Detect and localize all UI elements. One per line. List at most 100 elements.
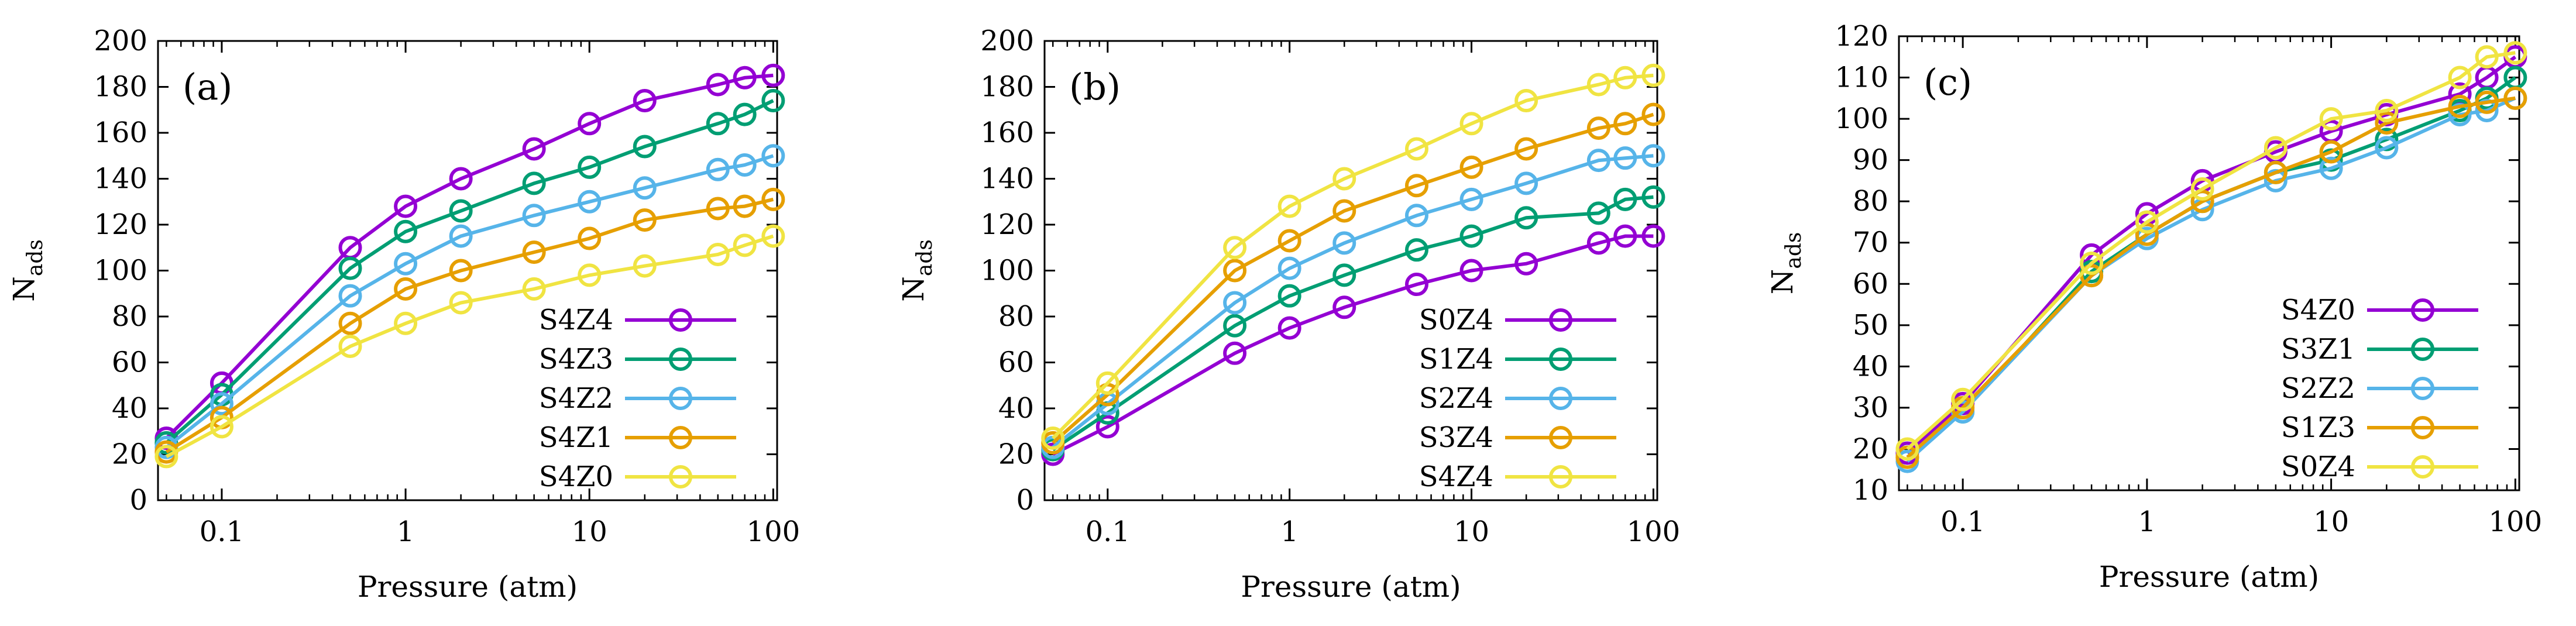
- data-point: [522, 240, 546, 264]
- data-point: [2503, 41, 2527, 65]
- legend-label: S0Z4: [2281, 450, 2355, 483]
- data-point: [2319, 140, 2343, 164]
- legend-marker: [2411, 338, 2434, 361]
- data-point: [633, 208, 657, 232]
- data-point: [2319, 107, 2343, 131]
- data-point: [2448, 66, 2472, 90]
- data-point: [1332, 263, 1356, 287]
- series-line: [1052, 195, 1654, 452]
- y-tick-label: 100: [94, 254, 147, 287]
- panel-label: (a): [183, 66, 232, 108]
- legend-label: S2Z4: [1419, 382, 1493, 415]
- y-tick-label: 120: [980, 208, 1034, 241]
- y-axis-title: Nads: [7, 239, 47, 302]
- y-tick-label: 100: [980, 254, 1034, 287]
- data-point: [2264, 160, 2288, 184]
- y-tick-label: 20: [1853, 432, 1888, 465]
- y-tick-label: 0: [129, 484, 147, 517]
- y-tick-label: 160: [980, 116, 1034, 149]
- y-tick-label: 20: [112, 438, 147, 471]
- data-point: [706, 112, 730, 136]
- legend-label: S4Z4: [1419, 460, 1493, 493]
- data-point: [1332, 199, 1356, 223]
- data-point: [1514, 171, 1538, 195]
- x-tick-label: 0.1: [200, 515, 244, 548]
- data-point: [633, 135, 657, 159]
- x-axis-title: Pressure (atm): [1241, 570, 1461, 604]
- legend-label: S4Z4: [539, 304, 613, 336]
- data-point: [1277, 229, 1301, 253]
- legend-marker: [2411, 377, 2434, 400]
- data-point: [761, 63, 785, 87]
- y-tick-label: 90: [1853, 144, 1888, 177]
- data-point: [1404, 204, 1428, 228]
- legend-label: S2Z2: [2281, 372, 2355, 405]
- legend-entry-S4Z4: S4Z4: [1419, 460, 1616, 493]
- x-tick-label: 0.1: [1940, 505, 1985, 538]
- data-point: [2375, 136, 2399, 160]
- data-point: [1586, 231, 1610, 255]
- data-point: [338, 311, 362, 335]
- data-point: [2475, 45, 2499, 69]
- legend-marker: [669, 387, 692, 410]
- legend-entry-S4Z0: S4Z0: [539, 460, 736, 493]
- data-point: [761, 187, 785, 211]
- y-tick-label: 80: [112, 300, 147, 333]
- data-point: [1404, 273, 1428, 297]
- data-point: [2448, 94, 2472, 118]
- chart-panel-2: 0 20 40 60 80 100 120 140 160 180 200 0.1 1 10 100 Pres…: [897, 25, 1680, 604]
- data-point: [1223, 259, 1247, 283]
- legend-label: S4Z2: [539, 382, 613, 415]
- y-tick-label: 120: [1835, 20, 1888, 53]
- data-point: [1641, 224, 1665, 248]
- data-point: [2503, 86, 2527, 110]
- x-tick-label: 10: [1454, 515, 1489, 548]
- legend-marker: [669, 308, 692, 332]
- legend-entry-S3Z1: S3Z1: [2281, 333, 2478, 366]
- legend-entry-S1Z3: S1Z3: [2281, 411, 2478, 444]
- y-tick-label: 40: [1853, 350, 1888, 383]
- data-point: [633, 176, 657, 200]
- data-point: [2375, 98, 2399, 122]
- series-line: [1906, 97, 2516, 463]
- data-point: [1404, 238, 1428, 262]
- x-tick-label: 100: [2489, 505, 2543, 538]
- series-S4Z2: [154, 144, 785, 459]
- legend-label: S3Z1: [2281, 333, 2355, 366]
- data-point: [1459, 187, 1483, 211]
- data-point: [394, 219, 418, 243]
- data-point: [522, 171, 546, 195]
- series-S4Z4: [154, 63, 785, 450]
- data-point: [338, 256, 362, 280]
- chart-panel-1: 0 20 40 60 80 100 120 140 160 180 200 0.1 1 10 100 Pres…: [7, 25, 800, 604]
- data-point: [706, 73, 730, 97]
- data-point: [1095, 371, 1119, 395]
- legend-marker: [669, 465, 692, 489]
- data-point: [2319, 156, 2343, 180]
- data-point: [1404, 137, 1428, 161]
- legend-entry-S4Z1: S4Z1: [539, 421, 736, 454]
- data-point: [578, 112, 602, 136]
- data-point: [1641, 63, 1665, 87]
- legend-entry-S2Z2: S2Z2: [2281, 372, 2478, 405]
- data-point: [761, 89, 785, 113]
- data-point: [209, 392, 233, 416]
- y-tick-label: 180: [980, 71, 1034, 104]
- data-point: [733, 102, 757, 126]
- series-S4Z0: [1895, 45, 2527, 465]
- data-point: [1223, 291, 1247, 315]
- data-point: [578, 190, 602, 214]
- data-point: [1514, 137, 1538, 161]
- y-tick-label: 80: [998, 300, 1034, 333]
- data-point: [1586, 73, 1610, 97]
- y-tick-label: 160: [94, 116, 147, 149]
- data-point: [1459, 259, 1483, 283]
- legend-label: S4Z0: [2281, 294, 2355, 326]
- data-point: [2475, 90, 2499, 114]
- legend-label: S4Z3: [539, 343, 613, 376]
- x-tick-label: 100: [747, 515, 801, 548]
- data-point: [2375, 111, 2399, 135]
- data-point: [1613, 112, 1637, 136]
- plot-frame: [1043, 40, 1658, 501]
